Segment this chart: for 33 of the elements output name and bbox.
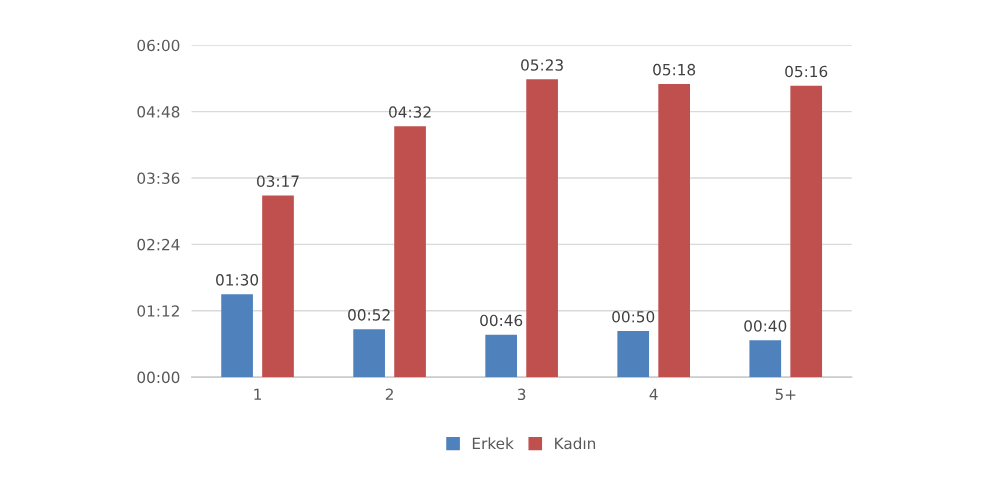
bar — [262, 195, 294, 378]
data-label: 00:40 — [744, 320, 787, 332]
data-label: 05:23 — [521, 59, 563, 71]
data-label: 03:17 — [257, 175, 299, 187]
data-label: 05:18 — [653, 63, 696, 76]
x-tick-label: 1 — [254, 388, 261, 400]
legend-label: Kadın — [555, 437, 596, 450]
bar — [394, 126, 426, 378]
data-label: 04:32 — [389, 106, 431, 118]
legend-label: Erkek — [472, 437, 514, 450]
y-tick-label: 01:12 — [137, 305, 179, 317]
x-tick-label: 3 — [517, 388, 526, 401]
data-label: 00:50 — [612, 310, 655, 323]
bar — [353, 329, 385, 378]
bar — [485, 334, 518, 378]
bar — [749, 340, 782, 378]
y-tick-label: 06:00 — [137, 39, 180, 52]
bar — [221, 294, 253, 378]
bar — [658, 83, 690, 378]
bar — [790, 85, 823, 378]
data-label: 01:30 — [216, 274, 259, 286]
y-tick-label: 00:00 — [137, 371, 180, 384]
y-tick-label: 03:36 — [137, 172, 180, 184]
x-tick-label: 4 — [649, 388, 658, 400]
bar — [526, 79, 558, 378]
x-tick-label: 2 — [385, 388, 393, 400]
x-tick-label: 5+ — [775, 388, 796, 401]
y-tick-label: 04:48 — [137, 106, 180, 118]
data-label: 00:46 — [480, 314, 523, 327]
data-label: 00:52 — [348, 309, 390, 321]
y-tick-label: 02:24 — [137, 238, 180, 251]
data-label: 05:16 — [785, 65, 828, 78]
bar — [617, 331, 650, 378]
